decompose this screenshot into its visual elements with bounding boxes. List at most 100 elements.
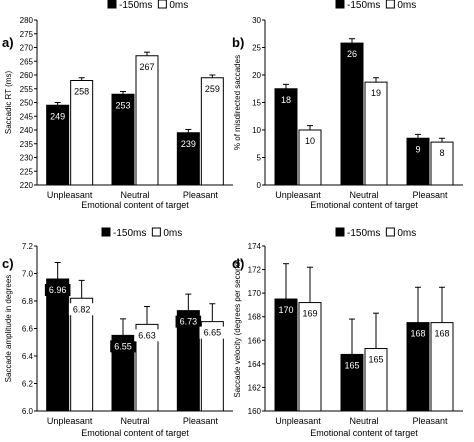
data-label-bg (368, 87, 384, 100)
x-tick-label: Neutral (349, 190, 378, 200)
y-axis-title: % of misdirected saccades (233, 55, 242, 150)
data-label: 165 (344, 360, 359, 370)
legend-swatch-0 (335, 227, 345, 237)
data-label: 8 (439, 148, 444, 158)
data-label-bg (365, 353, 387, 366)
y-tick-label: 30 (252, 16, 261, 25)
data-label: 165 (368, 355, 383, 365)
data-label: 6.96 (49, 285, 67, 295)
data-label: 6.73 (180, 317, 198, 327)
data-label-bg (68, 303, 95, 316)
data-label-bg (299, 307, 321, 320)
legend-label-0: -150ms (347, 0, 380, 11)
x-axis-title: Emotional content of target (81, 200, 189, 210)
y-tick-label: 20 (252, 71, 261, 80)
y-tick-label: 225 (20, 167, 34, 176)
y-tick-label: 0 (257, 181, 262, 190)
data-label-bg (407, 327, 429, 340)
bar--150ms (46, 278, 70, 412)
legend: -150ms 0ms (335, 0, 416, 11)
data-label-bg (278, 93, 294, 106)
y-tick-label: 168 (248, 313, 262, 322)
y-tick-label: 5 (257, 154, 262, 163)
legend-swatch-1 (385, 227, 395, 237)
y-tick-label: 15 (252, 99, 261, 108)
y-tick-label: 170 (248, 289, 262, 298)
legend-label-0: -150ms (113, 228, 146, 239)
data-label: 170 (278, 305, 293, 315)
y-tick-label: 235 (20, 140, 34, 149)
legend-swatch-0 (335, 0, 345, 9)
y-tick-label: 174 (248, 242, 262, 251)
data-label-bg (44, 284, 71, 296)
x-tick-label: Neutral (120, 416, 149, 426)
y-tick-label: 250 (20, 99, 34, 108)
data-label-bg (178, 137, 199, 150)
bar-0ms (135, 55, 159, 186)
data-label-bg (344, 48, 360, 61)
data-label-bg (175, 315, 202, 328)
data-label-bg (275, 304, 297, 317)
panel-2: c) -150ms 0ms 6.0 6.2 6.4 6.6 6.8 7.0 7.2 Saccade … (2, 227, 233, 438)
y-tick-label: 162 (248, 383, 262, 392)
y-tick-label: 240 (20, 126, 34, 135)
legend-label-0: -150ms (119, 0, 152, 11)
data-label-bg (112, 99, 134, 112)
x-tick-label: Pleasant (183, 416, 219, 426)
y-tick-label: 7.0 (22, 270, 34, 279)
y-tick-label: 166 (248, 336, 262, 345)
data-label: 259 (205, 84, 220, 94)
y-tick-label: 255 (20, 85, 34, 94)
data-label: 6.82 (73, 304, 91, 314)
legend-label-1: 0ms (397, 228, 416, 239)
data-label: 168 (434, 329, 449, 339)
bar--150ms (340, 42, 364, 186)
data-label: 19 (371, 88, 381, 98)
data-label: 239 (181, 139, 196, 149)
x-tick-label: Unpleasant (47, 416, 93, 426)
y-tick-label: 6.8 (22, 297, 34, 306)
data-label: 168 (410, 329, 425, 339)
data-label-bg (302, 135, 318, 147)
y-axis-title: Saccade velocity (degrees per second) (233, 259, 242, 398)
legend-label-1: 0ms (169, 0, 188, 11)
y-tick-label: 260 (20, 71, 34, 80)
y-tick-label: 164 (248, 360, 262, 369)
panel-0: a) -150ms 0ms 220 225 230 235 240 245 250 255 260 26… (2, 0, 233, 210)
data-label: 6.65 (204, 328, 222, 338)
data-label: 249 (50, 111, 65, 121)
data-label: 9 (415, 144, 420, 154)
data-label-bg (437, 147, 447, 160)
data-label-bg (134, 329, 160, 342)
x-tick-label: Pleasant (412, 416, 448, 426)
legend-swatch-1 (151, 227, 161, 237)
data-label: 267 (139, 62, 154, 72)
legend-label-1: 0ms (397, 0, 416, 11)
y-tick-label: 172 (248, 266, 262, 275)
y-tick-label: 7.2 (22, 242, 34, 251)
data-label-bg (341, 359, 363, 372)
data-label-bg (202, 82, 223, 95)
x-tick-label: Pleasant (183, 190, 219, 200)
data-label: 26 (347, 49, 357, 59)
y-axis-title: Saccade amplitude in degrees (4, 275, 13, 383)
y-tick-label: 265 (20, 57, 34, 66)
data-label: 6.63 (138, 330, 156, 340)
x-tick-label: Unpleasant (275, 190, 321, 200)
y-tick-label: 245 (20, 112, 34, 121)
y-tick-label: 6.0 (22, 407, 34, 416)
x-tick-label: Unpleasant (47, 190, 93, 200)
data-label: 169 (302, 309, 317, 319)
data-label-bg (110, 340, 136, 353)
data-label-bg (431, 327, 453, 340)
data-label-bg (136, 60, 158, 73)
panel-1: b) -150ms 0ms 0 5 10 15 20 25 30 % of misdirected … (232, 0, 463, 210)
legend-swatch-1 (385, 0, 395, 9)
panel-letter: a) (2, 35, 14, 50)
y-tick-label: 270 (20, 44, 34, 53)
x-tick-label: Unpleasant (275, 416, 321, 426)
data-label: 18 (281, 95, 291, 105)
y-tick-label: 280 (20, 16, 34, 25)
legend-swatch-0 (101, 227, 111, 237)
x-tick-label: Pleasant (412, 190, 448, 200)
